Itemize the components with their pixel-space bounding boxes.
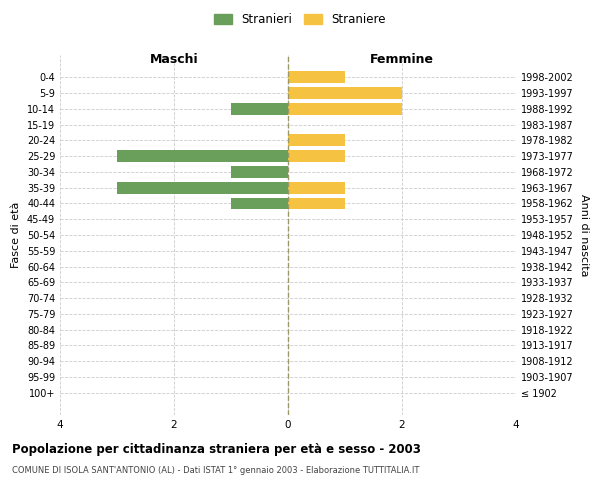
Text: Femmine: Femmine	[370, 53, 434, 66]
Bar	[288, 182, 345, 194]
Bar	[231, 166, 288, 178]
Bar	[288, 198, 345, 209]
Bar	[117, 182, 288, 194]
Bar	[288, 72, 345, 83]
Bar	[288, 150, 345, 162]
Bar	[288, 87, 402, 99]
Bar	[231, 198, 288, 209]
Legend: Stranieri, Straniere: Stranieri, Straniere	[209, 8, 391, 31]
Text: Maschi: Maschi	[149, 53, 199, 66]
Bar	[117, 150, 288, 162]
Bar	[288, 103, 402, 115]
Y-axis label: Anni di nascita: Anni di nascita	[579, 194, 589, 276]
Bar	[288, 134, 345, 146]
Text: Popolazione per cittadinanza straniera per età e sesso - 2003: Popolazione per cittadinanza straniera p…	[12, 442, 421, 456]
Text: COMUNE DI ISOLA SANT'ANTONIO (AL) - Dati ISTAT 1° gennaio 2003 - Elaborazione TU: COMUNE DI ISOLA SANT'ANTONIO (AL) - Dati…	[12, 466, 419, 475]
Bar	[231, 103, 288, 115]
Y-axis label: Fasce di età: Fasce di età	[11, 202, 21, 268]
